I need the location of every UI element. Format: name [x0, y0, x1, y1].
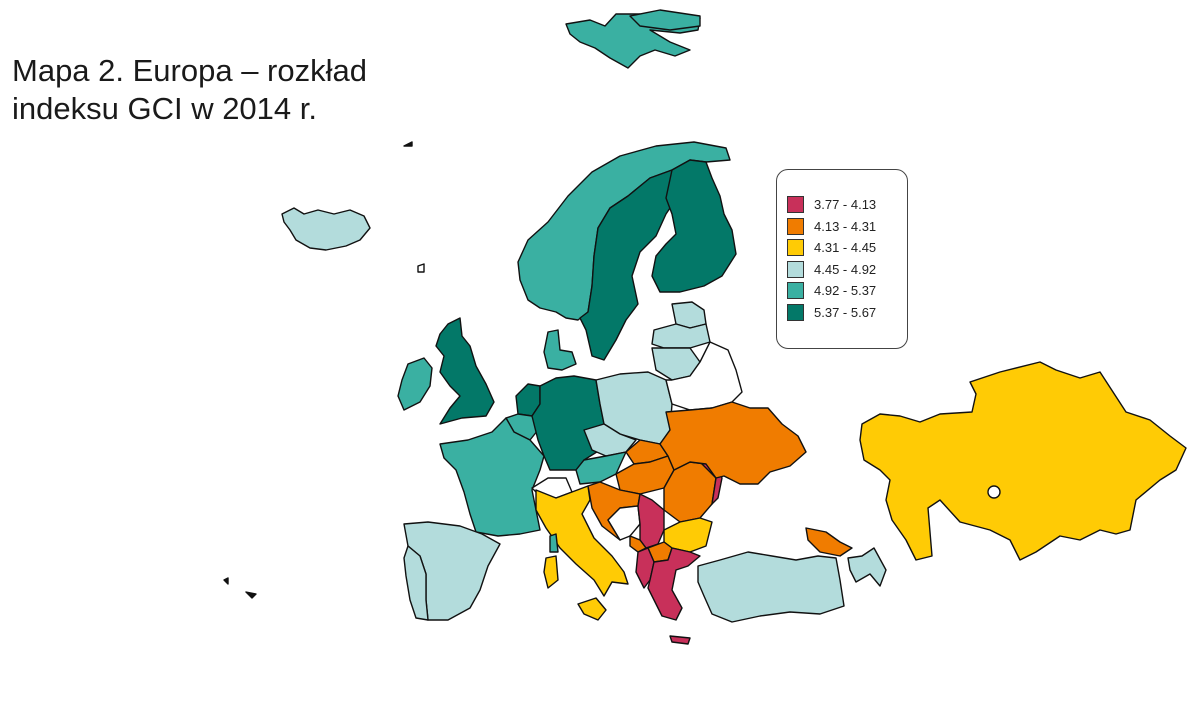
region-finland [651, 159, 737, 293]
region-turkey [697, 551, 845, 623]
region-canary [223, 577, 229, 585]
map-title: Mapa 2. Europa – rozkład indeksu GCI w 2… [12, 52, 367, 128]
legend-item-5: 4.92 - 5.37 [787, 280, 876, 302]
legend-label-3: 4.31 - 4.45 [814, 240, 877, 256]
region-faroe [417, 263, 425, 273]
legend-swatch-2 [787, 217, 804, 235]
region-serbia [637, 493, 665, 549]
region-sardinia [543, 555, 559, 589]
map-title-line1: Mapa 2. Europa – rozkład [12, 53, 367, 88]
region-austria [575, 451, 627, 485]
legend-item-6: 5.37 - 5.67 [787, 302, 876, 324]
region-germany [531, 375, 605, 471]
region-latvia [651, 323, 711, 349]
region-united-kingdom [435, 317, 495, 425]
legend-label-2: 4.13 - 4.31 [814, 218, 877, 234]
region-crete [669, 635, 691, 645]
legend-swatch-5 [787, 282, 804, 300]
region-ireland [397, 357, 433, 411]
region-portugal [403, 545, 429, 621]
region-jan-mayen [403, 141, 413, 147]
region-corsica [549, 533, 559, 553]
region-azerbaijan [847, 547, 887, 587]
legend-label-1: 3.77 - 4.13 [814, 197, 877, 213]
region-azores [245, 591, 257, 599]
region-georgia [805, 527, 853, 557]
legend-swatch-4 [787, 260, 804, 278]
map-legend: 3.77 - 4.13 4.13 - 4.31 4.31 - 4.45 4.45… [776, 169, 908, 349]
region-denmark [543, 329, 577, 371]
legend-label-6: 5.37 - 5.67 [814, 304, 877, 320]
region-greece [647, 547, 701, 621]
legend-item-4: 4.45 - 4.92 [787, 259, 876, 281]
legend-swatch-3 [787, 239, 804, 257]
region-ukraine [659, 401, 807, 485]
region-svalbard-east [629, 9, 701, 31]
region-kazakhstan-hole [987, 485, 1001, 499]
legend-label-4: 4.45 - 4.92 [814, 261, 877, 277]
region-czech [583, 423, 637, 457]
region-sicily [577, 597, 607, 621]
map-title-line2: indeksu GCI w 2014 r. [12, 91, 317, 126]
region-kazakhstan [859, 361, 1187, 561]
legend-item-3: 4.31 - 4.45 [787, 237, 876, 259]
legend-item-2: 4.13 - 4.31 [787, 216, 876, 238]
legend-swatch-6 [787, 303, 804, 321]
legend-label-5: 4.92 - 5.37 [814, 283, 877, 299]
region-iceland [281, 207, 371, 251]
legend-swatch-1 [787, 196, 804, 214]
legend-item-1: 3.77 - 4.13 [787, 194, 876, 216]
